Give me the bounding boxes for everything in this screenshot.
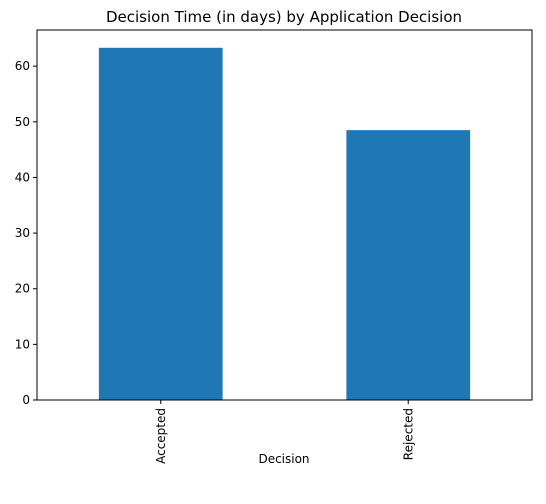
x-tick-label: Rejected xyxy=(401,408,415,460)
y-tick-label: 40 xyxy=(15,170,30,184)
y-axis: 0 10 20 30 40 50 60 xyxy=(15,59,37,407)
chart-title: Decision Time (in days) by Application D… xyxy=(106,8,462,26)
plot-frame xyxy=(36,29,533,401)
y-tick-label: 30 xyxy=(15,226,30,240)
x-tick-label: Accepted xyxy=(154,408,168,464)
y-tick-label: 50 xyxy=(15,115,30,129)
y-tick-label: 60 xyxy=(15,59,30,73)
x-axis: Accepted Rejected xyxy=(154,400,415,464)
bar-rejected xyxy=(346,130,471,400)
y-tick-label: 20 xyxy=(15,282,30,296)
x-axis-label: Decision xyxy=(258,452,309,466)
y-tick-label: 10 xyxy=(15,337,30,351)
bars-group xyxy=(98,47,471,401)
bar-accepted xyxy=(98,47,223,401)
y-tick-label: 0 xyxy=(22,393,30,407)
